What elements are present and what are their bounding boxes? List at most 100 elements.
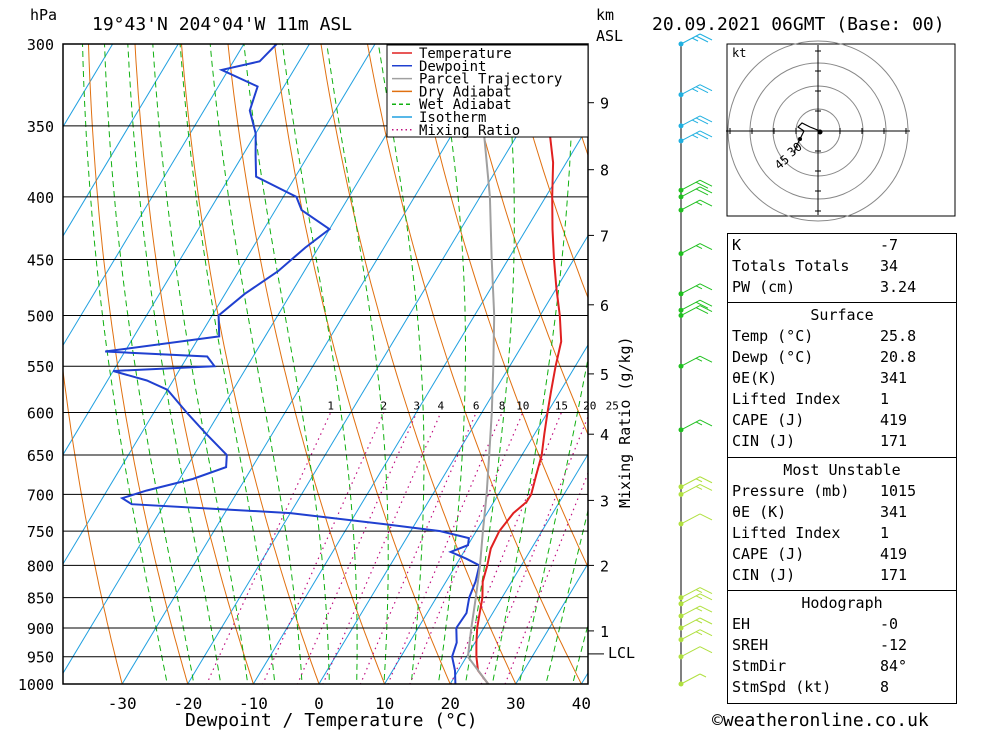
wind-barb-shaft xyxy=(680,587,701,599)
pressure-unit: hPa xyxy=(30,6,57,24)
index-value: 171 xyxy=(880,432,908,450)
wind-barb-half-flag xyxy=(695,245,703,250)
index-value: 3.24 xyxy=(880,278,917,296)
mixing-ratio-labels: 1 2 3 4 6 8 10 15 20 25 xyxy=(327,400,619,413)
credit-link[interactable]: ©weatheronline.co.uk xyxy=(712,710,929,731)
dry-adiabat-line xyxy=(134,44,254,684)
index-label: Totals Totals xyxy=(732,257,850,275)
index-label: K xyxy=(732,236,742,254)
wind-barb-shaft xyxy=(680,305,701,316)
hodograph-point xyxy=(798,137,802,141)
height-unit: km xyxy=(596,6,614,24)
axis-labels: 3003504004505005506006507007508008509009… xyxy=(18,36,609,713)
height-tick-label: 6 xyxy=(600,297,609,315)
isotherm-line xyxy=(63,44,245,347)
wind-barb-half-flag xyxy=(691,37,699,42)
mixing-ratio-label: 4 xyxy=(437,400,444,413)
wind-barb-flag xyxy=(699,283,713,291)
wind-barb-flag xyxy=(699,646,713,654)
index-row: PW (cm) 3.24 xyxy=(728,277,956,298)
series-line-parcel-trajectory xyxy=(466,44,496,684)
height-tick-label: 5 xyxy=(600,366,609,384)
index-row: Lifted Index 1 xyxy=(728,523,956,544)
index-value: 419 xyxy=(880,545,908,563)
surface-indices-box: Surface Temp (°C) 25.8 Dewp (°C) 20.8 θE(K) 3… xyxy=(727,302,957,458)
wind-barb-flag xyxy=(699,513,713,521)
wind-barb-shaft xyxy=(680,513,701,525)
mixing-ratio-label: 10 xyxy=(516,400,529,413)
mixing-ratio-label: 15 xyxy=(555,400,568,413)
wind-barb-shaft xyxy=(680,299,701,311)
wind-barb-flag xyxy=(695,117,709,125)
wind-barb-half-flag xyxy=(695,607,703,612)
index-value: 419 xyxy=(880,411,908,429)
height-tick-label: 4 xyxy=(600,426,609,444)
index-label: EH xyxy=(732,615,751,633)
wind-barb-shaft xyxy=(680,419,701,431)
legend-label: Wet Adiabat xyxy=(419,97,512,113)
index-row: StmDir 84° xyxy=(728,656,956,677)
legend-label: Isotherm xyxy=(419,110,486,126)
wind-barb-shaft xyxy=(680,476,701,488)
index-label: CAPE (J) xyxy=(732,411,805,429)
hodograph-unit: kt xyxy=(732,46,746,60)
mixing-ratio-label: 1 xyxy=(327,400,334,413)
wind-barb-half-flag xyxy=(691,119,699,124)
isotherm-line xyxy=(252,125,588,684)
wind-barb-flag xyxy=(699,179,713,187)
wind-barb-flag xyxy=(699,605,713,613)
pressure-tick-label: 900 xyxy=(27,620,54,638)
pressure-tick-label: 350 xyxy=(27,118,54,136)
isotherm-line xyxy=(449,453,588,684)
general-indices-box: K -7 Totals Totals 34 PW (cm) 3.24 xyxy=(727,233,957,303)
index-row: CAPE (J) 419 xyxy=(728,410,956,431)
wind-barb-base xyxy=(678,207,684,213)
wind-barb-base xyxy=(678,637,684,643)
wind-barb-flag xyxy=(695,307,709,314)
most-unstable-box: Most Unstable Pressure (mb) 1015 θE (K) 341… xyxy=(727,457,957,591)
index-value: 341 xyxy=(880,503,908,521)
wet-adiabat-line xyxy=(572,622,588,684)
pressure-tick-label: 850 xyxy=(27,590,54,608)
mixing-ratio-line xyxy=(480,415,588,684)
hodograph-storm-motion xyxy=(817,129,823,135)
plot-frame xyxy=(62,43,589,685)
wind-barb-half-flag xyxy=(695,619,703,624)
wind-barb-base xyxy=(678,484,684,490)
index-label: CAPE (J) xyxy=(732,545,805,563)
wind-barb-shaft xyxy=(680,243,701,255)
index-label: Dewp (°C) xyxy=(732,348,814,366)
index-value: 84° xyxy=(880,657,908,675)
wind-barb-flag xyxy=(695,86,709,94)
wind-barb-flag xyxy=(699,84,713,92)
wind-barb-flag xyxy=(699,305,713,312)
wind-barb-flag xyxy=(699,199,713,207)
index-value: 34 xyxy=(880,257,899,275)
wind-barb-shaft xyxy=(680,605,701,617)
legend-label: Temperature xyxy=(419,46,512,62)
wind-barb-shaft xyxy=(680,673,701,685)
dry-adiabat-line xyxy=(506,44,588,300)
index-row: EH -0 xyxy=(728,614,956,635)
isotherm-line xyxy=(515,562,588,684)
wind-barb-flag xyxy=(695,35,709,43)
wet-adiabat-line xyxy=(281,44,358,684)
pressure-tick-label: 1000 xyxy=(18,676,54,694)
height-tick-label: 3 xyxy=(600,492,609,510)
wind-barb-shaft xyxy=(680,355,701,367)
index-label: Lifted Index xyxy=(732,390,841,408)
index-value: -0 xyxy=(880,615,899,633)
wind-barb-flag xyxy=(699,629,713,637)
index-label: StmDir xyxy=(732,657,787,675)
dry-adiabat-line xyxy=(459,44,588,436)
height-tick-label: 2 xyxy=(600,557,609,575)
wind-barb-flag xyxy=(699,419,713,427)
wind-profile xyxy=(678,33,713,687)
wet-adiabat-line xyxy=(152,44,249,684)
isotherm-line xyxy=(318,234,588,684)
legend-label: Parcel Trajectory xyxy=(419,72,562,88)
wet-adiabat-line xyxy=(326,44,389,684)
wind-barb-shaft xyxy=(680,617,701,629)
